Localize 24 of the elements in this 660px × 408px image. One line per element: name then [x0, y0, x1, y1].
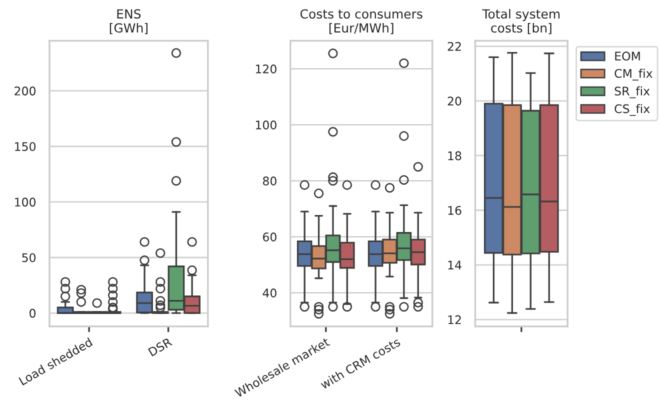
legend-label: CM_fix	[614, 68, 652, 81]
y-tick-label: 12	[448, 315, 461, 324]
y-tick-label: 60	[263, 232, 276, 242]
legend-label: SR_fix	[614, 86, 650, 98]
y-tick-label: 18	[448, 151, 462, 160]
y-tick-label: 80	[262, 176, 276, 186]
y-tick-label: 50	[22, 253, 36, 262]
y-tick-label: 100	[15, 198, 36, 207]
y-tick-label: 20	[448, 96, 462, 106]
chart-title: Costs to consumers [Eur/MWh]	[300, 9, 422, 34]
y-tick-label: 0	[30, 308, 36, 318]
y-tick-label: 120	[256, 64, 276, 74]
x-tick-label: DSR	[148, 337, 173, 357]
y-tick-label: 22	[448, 42, 461, 51]
y-tick-label: 100	[256, 120, 276, 130]
y-tick-label: 40	[262, 288, 276, 298]
legend-label: CS_fix	[614, 104, 650, 116]
y-tick-label: 150	[15, 142, 36, 152]
chart-title: Total system costs [bn]	[482, 8, 560, 34]
y-tick-label: 200	[14, 86, 36, 96]
y-tick-label: 14	[448, 260, 462, 270]
chart-title: ENS [GWh]	[110, 9, 148, 34]
legend-label: EOM	[615, 52, 640, 61]
y-tick-label: 16	[448, 206, 462, 215]
